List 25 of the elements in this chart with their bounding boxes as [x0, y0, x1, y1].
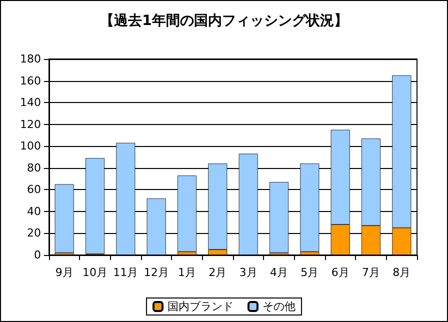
y-tick-label: 20 — [27, 226, 41, 240]
x-tick-label: 4月 — [270, 266, 288, 279]
x-tick-label: 1月 — [178, 266, 196, 279]
y-tick-label: 60 — [27, 183, 41, 196]
legend-label: 国内ブランド — [168, 300, 234, 313]
x-tick-label: 8月 — [392, 266, 411, 279]
x-tick-label: 11月 — [113, 266, 138, 279]
x-tick-label: 3月 — [239, 266, 258, 279]
y-tick-label: 120 — [20, 118, 41, 131]
y-tick-label: 0 — [34, 248, 41, 262]
x-tick-label: 6月 — [331, 266, 350, 279]
legend-label: その他 — [262, 300, 296, 313]
x-tick-label: 2月 — [208, 266, 227, 279]
y-tick-label: 100 — [20, 140, 41, 153]
x-tick-label: 10月 — [82, 266, 108, 279]
y-tick-label: 160 — [20, 74, 41, 88]
y-tick-label: 180 — [20, 52, 41, 66]
y-tick-label: 80 — [27, 161, 41, 174]
x-tick-label: 5月 — [300, 266, 319, 279]
x-tick-label: 9月 — [55, 266, 74, 279]
chart-title: 【過去1年間の国内フィッシング状況】 — [100, 13, 348, 29]
x-tick-label: 7月 — [362, 266, 380, 279]
y-tick-label: 140 — [20, 96, 41, 110]
x-tick-label: 12月 — [144, 266, 169, 279]
y-tick-label: 40 — [27, 204, 41, 218]
